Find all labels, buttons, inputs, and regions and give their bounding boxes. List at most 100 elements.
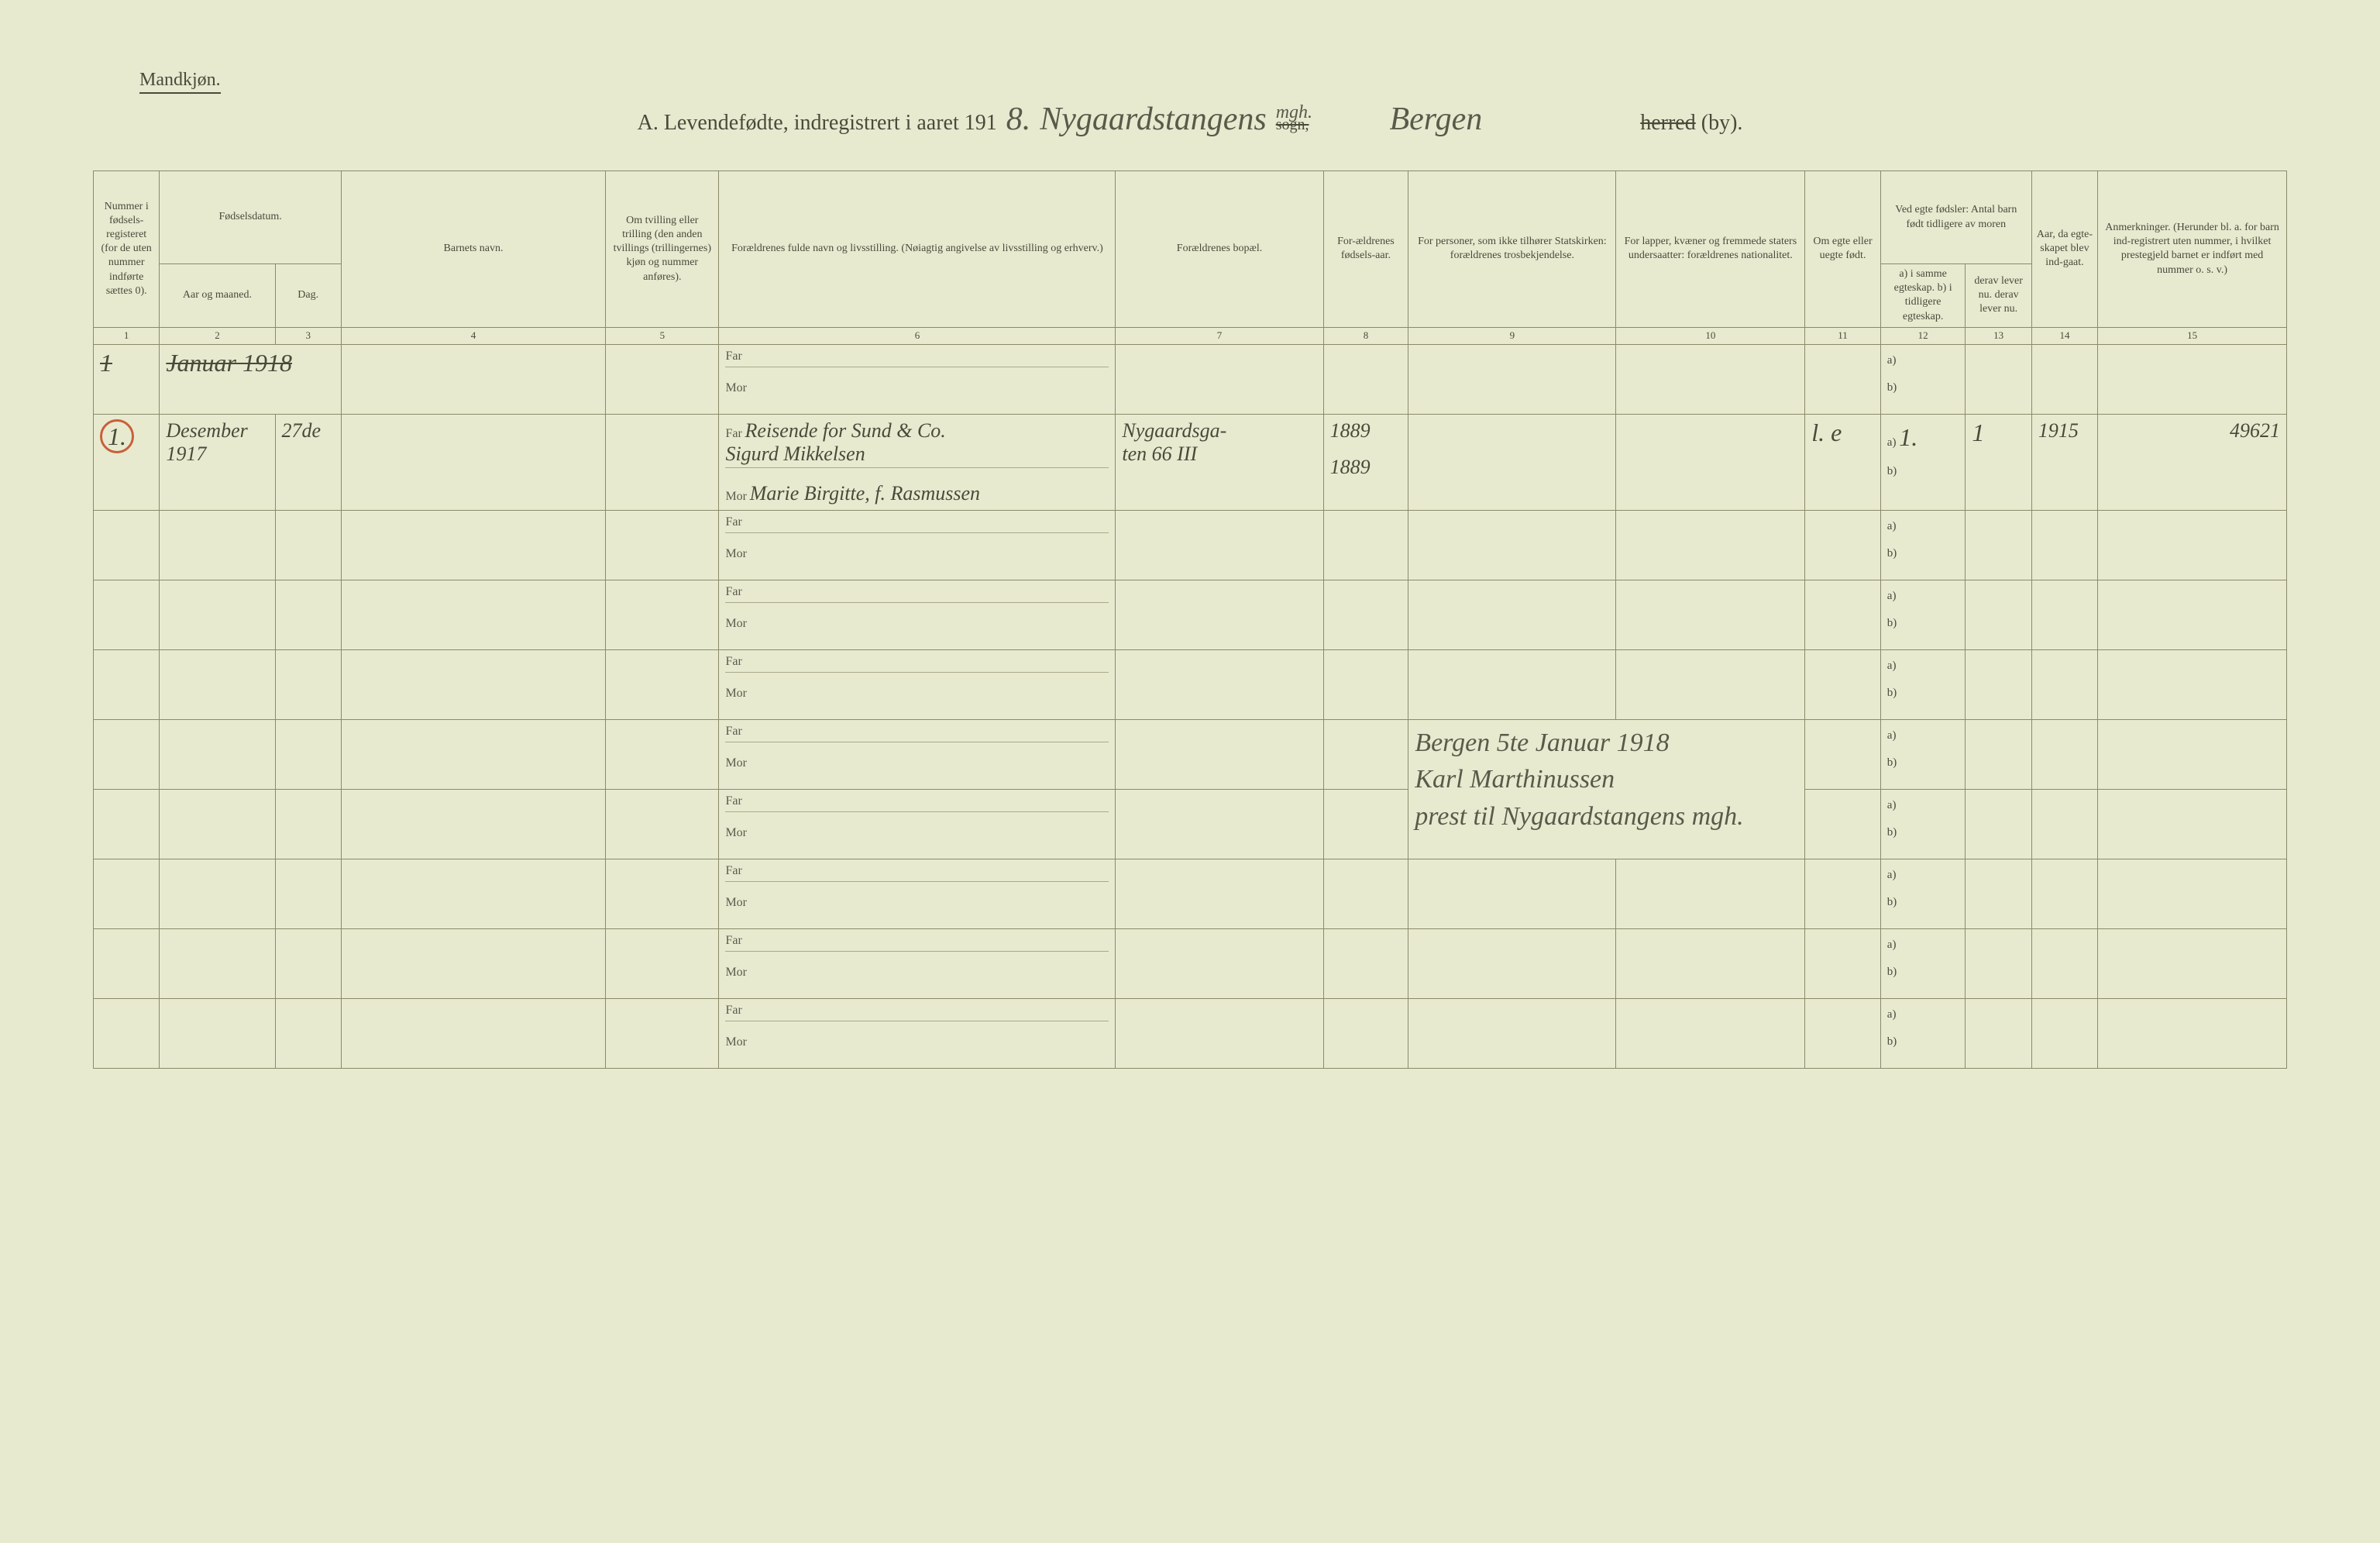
ab-b: b) (1887, 547, 1959, 560)
c13-cell (1966, 789, 2031, 859)
c13-cell (1966, 649, 2031, 719)
mor-label: Mor (725, 1035, 1109, 1049)
address2: ten 66 III (1122, 443, 1197, 465)
colnum: 13 (1966, 327, 2031, 344)
birthyear-cell (1323, 649, 1408, 719)
entry-number (94, 510, 160, 580)
c14-cell (2031, 998, 2097, 1068)
child-name (341, 998, 605, 1068)
c14-cell (2031, 719, 2097, 789)
c14-cell (2031, 928, 2097, 998)
ab-b: b) (1887, 756, 1959, 770)
c13-cell (1966, 928, 2031, 998)
birthyear-cell (1323, 719, 1408, 789)
birthyear-cell (1323, 859, 1408, 928)
far-occ: Reisende for Sund & Co. (745, 419, 946, 442)
mor-label: Mor (725, 547, 1109, 561)
rule-line (725, 467, 1109, 468)
herred-suffix: (by). (1701, 111, 1743, 135)
header-c7: Forældrenes bopæl. (1116, 171, 1323, 328)
c14-cell (2031, 510, 2097, 580)
parents-cell: Far Mor (719, 344, 1116, 414)
c12-cell: a)b) (1880, 928, 1966, 998)
nationality-cell (1616, 928, 1805, 998)
colnum: 4 (341, 327, 605, 344)
religion-cell (1408, 998, 1616, 1068)
nationality-cell (1616, 344, 1805, 414)
header-c14: Aar, da egte-skapet blev ind-gaat. (2031, 171, 2097, 328)
entry-month (160, 580, 275, 649)
colnum: 10 (1616, 327, 1805, 344)
table-row: FarMor a)b) (94, 789, 2287, 859)
header-c5: Om tvilling eller trilling (den anden tv… (606, 171, 719, 328)
far-label: Far (725, 655, 1109, 669)
birthyear-cell: 1889 1889 (1323, 414, 1408, 510)
ab-a-label: a) (1887, 436, 1897, 449)
entry-number: 1 (94, 344, 160, 414)
mor-label: Mor (725, 687, 1109, 701)
c14-cell (2031, 649, 2097, 719)
mor-year: 1889 (1330, 456, 1371, 478)
c13-cell (1966, 510, 2031, 580)
ab-b: b) (1887, 381, 1959, 394)
rule-line (725, 951, 1109, 952)
herred-label: herred (by). (1640, 111, 1742, 136)
entry-number (94, 859, 160, 928)
colnum: 15 (2098, 327, 2287, 344)
sig-line3: prest til Nygaardstangens mgh. (1415, 798, 1798, 835)
header-c2: Aar og maaned. (160, 264, 275, 328)
far-name: Sigurd Mikkelsen (725, 443, 865, 465)
mor-block: Mor Marie Birgitte, f. Rasmussen (725, 491, 980, 503)
child-name (341, 719, 605, 789)
parents-cell: FarMor (719, 859, 1116, 928)
parents-cell: FarMor (719, 789, 1116, 859)
entry-day (275, 580, 341, 649)
c14-val: 1915 (2038, 419, 2079, 442)
colnum: 7 (1116, 327, 1323, 344)
colnum: 8 (1323, 327, 1408, 344)
ab-a: a) (1887, 660, 1959, 673)
register-table: Nummer i fødsels-registeret (for de uten… (93, 170, 2287, 1069)
city-name: Bergen (1390, 101, 1483, 138)
entry-number (94, 580, 160, 649)
ab-b: b) (1887, 687, 1959, 700)
header-c15: Anmerkninger. (Herunder bl. a. for barn … (2098, 171, 2287, 328)
birthyear-cell (1323, 998, 1408, 1068)
header-c6: Forældrenes fulde navn og livsstilling. … (719, 171, 1116, 328)
entry-month (160, 649, 275, 719)
parents-cell: Far Mor (719, 649, 1116, 719)
address-cell (1116, 998, 1323, 1068)
parents-cell: Far Reisende for Sund & Co.Sigurd Mikkel… (719, 414, 1116, 510)
ab-a: a) (1887, 939, 1959, 952)
entry-date: Januar 1918 (160, 344, 342, 414)
header-c12-group: Ved egte fødsler: Antal barn født tidlig… (1880, 171, 2031, 264)
parents-cell: FarMor (719, 510, 1116, 580)
mor-name: Marie Birgitte, f. Rasmussen (750, 482, 980, 505)
sig-line2: Karl Marthinussen (1415, 761, 1798, 798)
rule-line (725, 672, 1109, 673)
c15-cell (2098, 344, 2287, 414)
mor-label: Mor (725, 826, 1109, 840)
twin-info (606, 414, 719, 510)
far-label: Far (725, 725, 1109, 739)
egte-text: l. e (1811, 418, 1842, 446)
entry-month (160, 859, 275, 928)
c12-cell: a)b) (1880, 859, 1966, 928)
nationality-cell (1616, 510, 1805, 580)
c15-cell (2098, 928, 2287, 998)
egte-cell (1805, 928, 1881, 998)
table-row: FarMor a)b) (94, 510, 2287, 580)
far-year: 1889 (1330, 419, 1371, 442)
twin-info (606, 859, 719, 928)
mor-label: Mor (725, 966, 1109, 980)
colnum: 9 (1408, 327, 1616, 344)
signature-block: Bergen 5te Januar 1918 Karl Marthinussen… (1415, 725, 1798, 835)
entry-day: 27de (275, 414, 341, 510)
c12-cell: a) 1. b) (1880, 414, 1966, 510)
address-cell (1116, 580, 1323, 649)
egte-cell (1805, 859, 1881, 928)
egte-cell (1805, 580, 1881, 649)
parents-cell: FarMor (719, 580, 1116, 649)
colnum: 14 (2031, 327, 2097, 344)
num-text: 1. (100, 419, 134, 453)
